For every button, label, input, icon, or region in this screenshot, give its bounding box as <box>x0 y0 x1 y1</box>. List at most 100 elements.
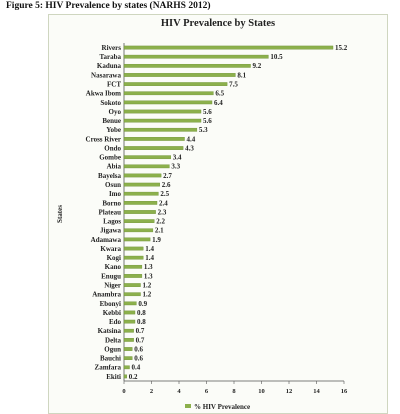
category-label: Kogi <box>107 254 121 262</box>
data-label: 1.4 <box>145 254 154 262</box>
legend-swatch <box>185 404 191 408</box>
category-label: Kwara <box>100 245 121 253</box>
category-label: FCT <box>107 81 121 89</box>
category-label: Rivers <box>102 44 122 52</box>
data-label: 1.2 <box>143 291 152 299</box>
data-label: 5.3 <box>199 126 208 134</box>
bar <box>123 54 269 59</box>
category-label: Kaduna <box>97 62 122 70</box>
bar <box>123 274 143 278</box>
data-label: 0.2 <box>129 373 138 381</box>
category-label: Anambra <box>92 291 121 299</box>
bar <box>123 146 184 150</box>
bar <box>123 201 158 205</box>
data-label: 2.2 <box>156 218 165 226</box>
chart-title: HIV Prevalence by States <box>161 18 275 29</box>
data-label: 2.3 <box>158 208 167 216</box>
bar <box>123 173 162 178</box>
category-label: Niger <box>104 281 121 289</box>
data-label: 2.6 <box>162 181 171 189</box>
bar <box>123 228 154 233</box>
bar <box>123 45 334 50</box>
category-label: Ogun <box>104 345 121 353</box>
bar <box>123 155 171 160</box>
bar <box>123 109 202 114</box>
bar <box>123 374 127 379</box>
category-label: Oyo <box>109 108 122 116</box>
bar <box>123 164 170 169</box>
data-label: 3.4 <box>173 154 182 162</box>
category-label: Bauchi <box>100 355 121 363</box>
data-label: 0.4 <box>132 364 141 372</box>
data-label: 6.4 <box>214 99 223 107</box>
category-label: Lagos <box>103 218 121 226</box>
x-tick-label: 14 <box>313 388 320 395</box>
category-label: Enugu <box>101 272 121 280</box>
legend: % HIV Prevalence <box>185 403 250 411</box>
legend-label: % HIV Prevalence <box>194 403 250 411</box>
y-axis-label: States <box>56 205 64 223</box>
data-label: 0.7 <box>136 336 145 344</box>
category-label: Yobe <box>106 126 121 134</box>
bar <box>123 319 136 324</box>
category-label: Ondo <box>104 144 121 152</box>
category-label: Nasarawa <box>91 71 121 79</box>
bar <box>123 356 133 361</box>
category-label: Kano <box>105 263 122 271</box>
bar <box>123 219 155 223</box>
data-label: 1.2 <box>143 281 152 289</box>
category-label: Gombe <box>99 154 121 162</box>
bar <box>123 310 136 315</box>
data-label: 8.1 <box>237 71 246 79</box>
category-label: Kebbi <box>103 309 121 317</box>
category-label: Delta <box>105 336 121 344</box>
x-tick-label: 10 <box>258 388 265 395</box>
category-label: Bayelsa <box>98 172 121 180</box>
category-label: Borno <box>102 199 121 207</box>
data-label: 7.5 <box>229 81 238 89</box>
bar <box>123 210 156 214</box>
category-label: Akwa Ibom <box>86 90 121 98</box>
category-label: Sokoto <box>100 99 121 107</box>
data-label: 1.9 <box>152 236 161 244</box>
category-label: Osun <box>105 181 121 189</box>
x-tick-label: 2 <box>150 388 153 395</box>
bar <box>123 347 133 351</box>
data-label: 0.9 <box>138 300 147 308</box>
data-label: 5.6 <box>203 108 212 116</box>
data-label: 3.3 <box>171 163 180 171</box>
category-label: Ekiti <box>106 373 121 381</box>
bar <box>123 264 143 269</box>
category-label: Imo <box>109 190 122 198</box>
bar <box>123 91 214 96</box>
bar <box>123 118 202 123</box>
data-label: 10.5 <box>270 53 283 61</box>
bar <box>123 283 141 287</box>
data-label: 2.1 <box>155 227 164 235</box>
category-label: Zamfara <box>95 364 122 372</box>
data-label: 2.4 <box>159 199 168 207</box>
bar <box>123 182 160 187</box>
x-tick-label: 4 <box>177 388 181 395</box>
data-label: 1.3 <box>144 272 153 280</box>
bar <box>123 191 159 196</box>
category-label: Cross River <box>86 135 121 143</box>
bar <box>123 100 213 105</box>
bar <box>123 127 198 132</box>
category-label: Abia <box>107 163 122 171</box>
bar <box>123 292 141 297</box>
data-label: 0.6 <box>134 345 143 353</box>
data-label: 0.8 <box>137 309 146 317</box>
figure-caption: Figure 5: HIV Prevalence by states (NARH… <box>6 1 211 11</box>
data-label: 0.7 <box>136 327 145 335</box>
bar <box>123 63 251 68</box>
category-label: Edo <box>109 318 122 326</box>
data-label: 2.7 <box>163 172 172 180</box>
x-tick-label: 6 <box>205 388 209 395</box>
bar <box>123 246 144 251</box>
data-label: 6.5 <box>215 90 224 98</box>
category-label: Ebonyi <box>100 300 121 308</box>
chart-container <box>48 14 388 414</box>
category-label: Jigawa <box>100 227 122 235</box>
bar <box>123 328 134 333</box>
